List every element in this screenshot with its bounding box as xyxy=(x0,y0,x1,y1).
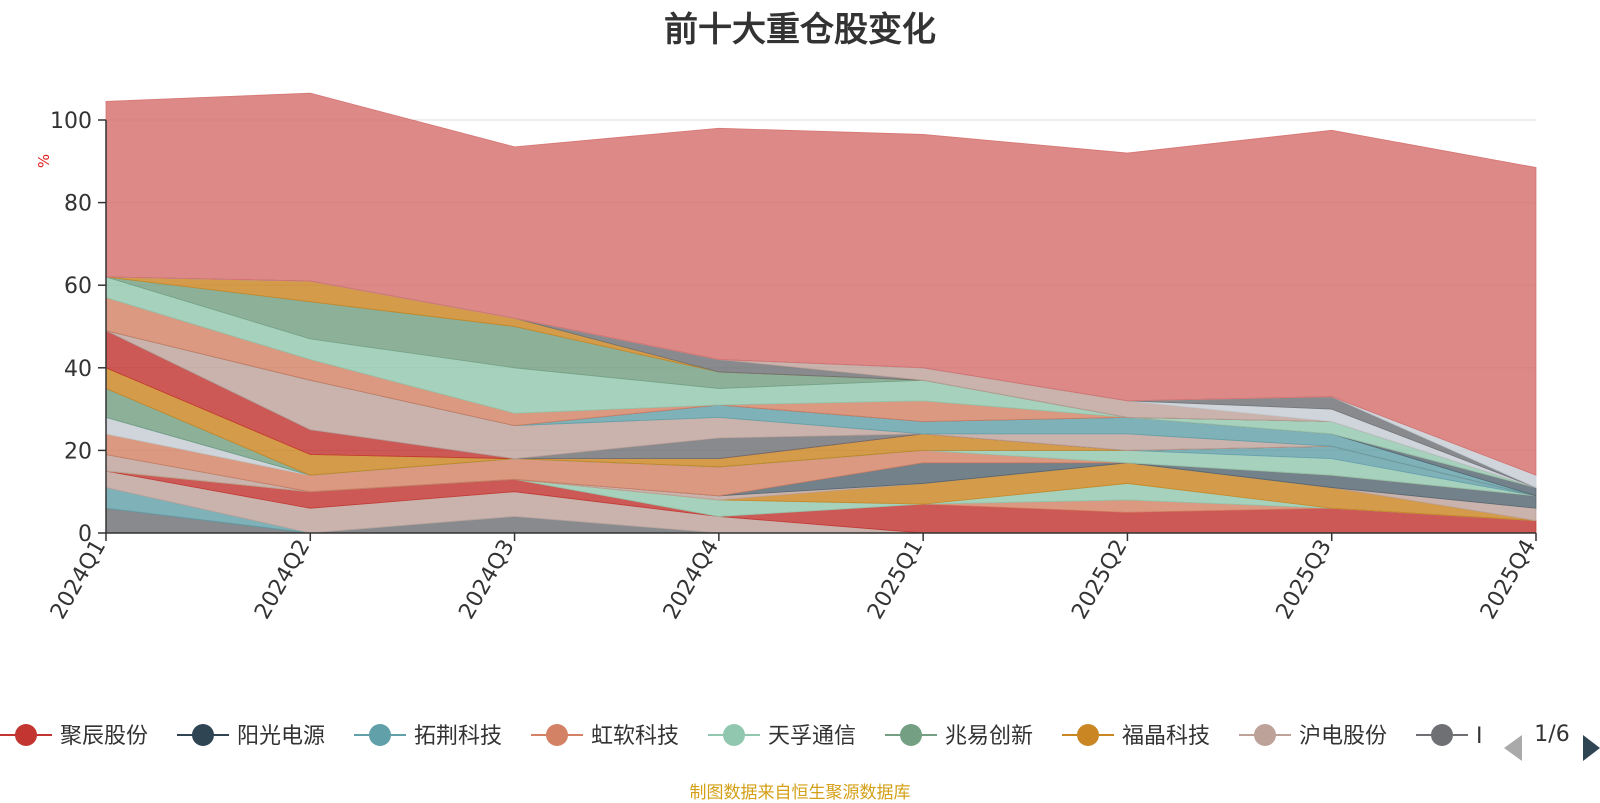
legend-label: 拓荆科技 xyxy=(414,724,502,749)
x-tick-label: 2024Q4 xyxy=(659,536,724,624)
x-tick-labels: 2024Q1 2024Q2 2024Q3 2024Q4 2025Q1 2025Q2 2025… xyxy=(46,536,1541,624)
legend-pager[interactable]: 1/6 xyxy=(1504,722,1600,761)
legend[interactable]: 聚辰股份 阳光电源 拓荆科技 虹软科技 天孚通信 兆易创新 福晶科技 沪电股份 I xyxy=(0,724,1483,749)
legend-marker-icon xyxy=(1431,724,1453,746)
legend-marker-icon xyxy=(1254,724,1276,746)
legend-marker-icon xyxy=(15,724,37,746)
x-tick-label: 2024Q1 xyxy=(46,536,111,624)
source-note: 制图数据来自恒生聚源数据库 xyxy=(689,783,911,803)
legend-item[interactable]: 福晶科技 xyxy=(1062,724,1210,749)
x-tick-label: 2025Q3 xyxy=(1272,536,1337,624)
y-tick-label: 80 xyxy=(64,192,92,217)
x-tick-label: 2025Q4 xyxy=(1476,536,1541,624)
y-tick-label: 60 xyxy=(64,274,92,299)
legend-next-arrow-icon[interactable] xyxy=(1583,735,1600,761)
axes xyxy=(98,119,1537,541)
legend-marker-icon xyxy=(900,724,922,746)
y-tick-label: 20 xyxy=(64,439,92,464)
y-tick-label: 100 xyxy=(50,109,92,134)
legend-item[interactable]: 沪电股份 xyxy=(1239,724,1387,749)
area-s30 xyxy=(105,92,1537,476)
y-tick-labels: 0 20 40 60 80 100 xyxy=(50,109,92,547)
legend-marker-icon xyxy=(369,724,391,746)
legend-item[interactable]: 阳光电源 xyxy=(177,724,325,749)
x-tick-label: 2025Q2 xyxy=(1067,536,1132,624)
legend-label: 福晶科技 xyxy=(1122,724,1210,749)
x-tick-label: 2024Q3 xyxy=(454,536,519,624)
y-tick-label: 40 xyxy=(64,357,92,382)
legend-item[interactable]: 拓荆科技 xyxy=(354,724,502,749)
y-axis-unit-label: % xyxy=(35,154,53,168)
area-series xyxy=(105,92,1537,534)
legend-page-indicator: 1/6 xyxy=(1534,722,1569,747)
legend-label: 阳光电源 xyxy=(237,724,325,749)
legend-item[interactable]: I xyxy=(1416,724,1483,749)
legend-label: 天孚通信 xyxy=(768,724,856,749)
y-tick-label: 0 xyxy=(78,522,92,547)
x-tick-label: 2025Q1 xyxy=(863,536,928,624)
legend-label: 虹软科技 xyxy=(591,724,679,749)
legend-marker-icon xyxy=(723,724,745,746)
legend-item[interactable]: 天孚通信 xyxy=(708,724,856,749)
legend-item[interactable]: 虹软科技 xyxy=(531,724,679,749)
x-tick-label: 2024Q2 xyxy=(250,536,315,624)
legend-marker-icon xyxy=(546,724,568,746)
legend-label: 沪电股份 xyxy=(1299,724,1387,749)
legend-marker-icon xyxy=(192,724,214,746)
legend-prev-arrow-icon[interactable] xyxy=(1504,735,1522,761)
legend-label: 兆易创新 xyxy=(945,724,1033,749)
legend-item[interactable]: 兆易创新 xyxy=(885,724,1033,749)
legend-label: I xyxy=(1476,724,1483,749)
legend-marker-icon xyxy=(1077,724,1099,746)
legend-label: 聚辰股份 xyxy=(60,724,148,749)
legend-item[interactable]: 聚辰股份 xyxy=(0,724,148,749)
chart-title: 前十大重仓股变化 xyxy=(664,10,936,50)
